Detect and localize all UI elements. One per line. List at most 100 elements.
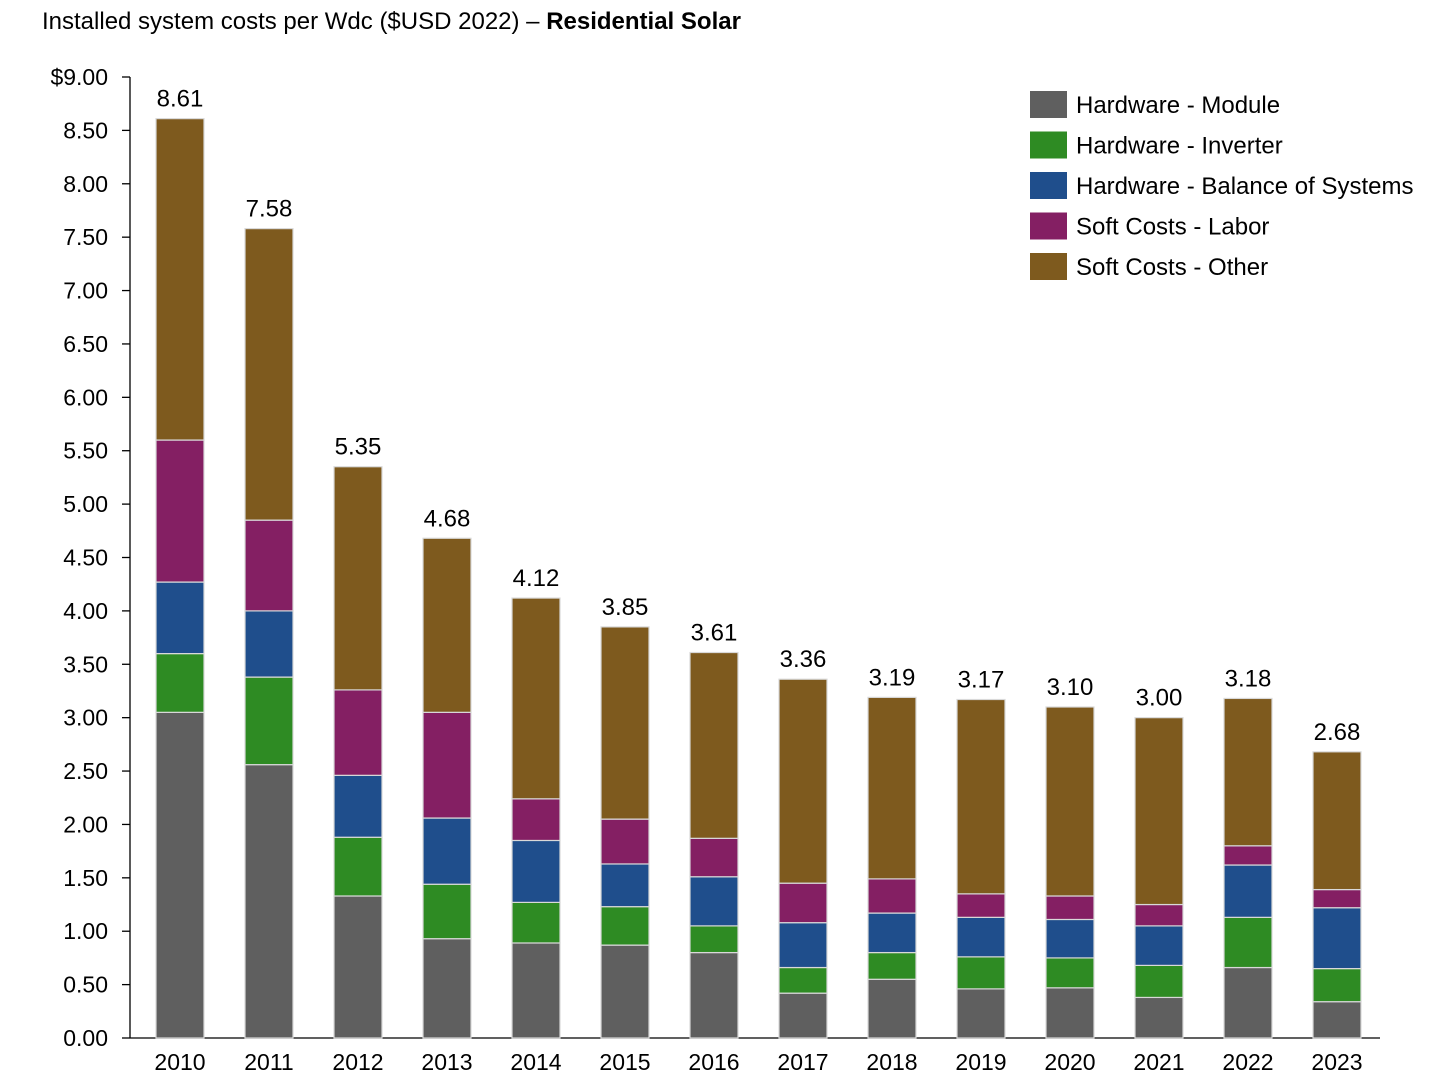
y-tick-label: 7.50 [63,224,108,250]
bar-segment-hardware-module [1045,987,1095,1039]
total-label: 3.19 [869,664,916,691]
chart-title-bold: Residential Solar [546,8,741,35]
bar-segment-soft-costs-labor [956,893,1006,918]
legend-swatch [1030,253,1067,280]
total-labels: 8.61 7.58 5.35 4.68 4.12 3.85 3.61 3.36 3.19 3.17… [157,86,1361,746]
x-tick-label: 2022 [1222,1049,1273,1075]
total-label: 3.10 [1047,674,1094,701]
x-tick-label: 2020 [1044,1049,1095,1075]
legend-label: Hardware - Balance of Systems [1076,173,1413,200]
bar-segment-hardware-balance-of-systems [333,774,383,838]
bar-segment-hardware-module [1312,1001,1362,1039]
bar-segment-hardware-module [956,988,1006,1039]
total-label: 3.00 [1136,685,1183,712]
y-tick-label: 4.00 [63,598,108,624]
x-tick-label: 2014 [510,1049,561,1075]
bar-segment-hardware-balance-of-systems [600,863,650,908]
y-tick-label: 7.00 [63,278,108,304]
x-tick-label: 2015 [599,1049,650,1075]
bar-segment-soft-costs-labor [1045,895,1095,921]
bar-stack-2023 [1312,751,1362,1039]
bar-segment-hardware-inverter [1223,916,1273,969]
chart-title-prefix: Installed system costs per Wdc ($USD 202… [42,8,547,35]
legend-item: Hardware - Inverter [1030,131,1283,160]
x-axis: 2010 2011 2012 2013 2014 2015 2016 2017 2018 2019… [130,1037,1380,1075]
bar-segment-soft-costs-other [1223,697,1273,847]
y-tick-label: $9.00 [50,64,108,90]
bar-segment-hardware-inverter [511,901,561,944]
total-label: 2.68 [1314,719,1361,746]
total-label: 3.18 [1225,665,1272,692]
bar-segment-hardware-module [244,764,294,1039]
legend-swatch [1030,131,1067,159]
bar-segment-hardware-module [1223,966,1273,1039]
bar-stack-2010 [155,118,205,1039]
total-label: 3.61 [691,620,738,647]
bar-stack-2011 [244,228,294,1039]
total-label: 8.61 [157,86,204,113]
bar-segment-hardware-module [1134,996,1184,1039]
bar-segment-soft-costs-other [333,466,383,691]
x-tick-label: 2018 [866,1049,917,1075]
y-tick-label: 0.00 [63,1025,108,1051]
total-label: 7.58 [246,196,293,223]
y-tick-label: 5.00 [63,491,108,517]
bar-segment-hardware-inverter [333,836,383,897]
bar-stack-2021 [1134,717,1184,1039]
bar-segment-hardware-module [155,711,205,1039]
bar-stack-2020 [1045,706,1095,1039]
bar-segment-hardware-inverter [956,956,1006,990]
y-tick-label: 0.50 [63,972,108,998]
bar-stack-2015 [600,626,650,1039]
bar-segment-hardware-balance-of-systems [778,922,828,969]
bar-segment-soft-costs-other [1045,706,1095,897]
legend-item: Soft Costs - Labor [1030,212,1269,241]
x-tick-label: 2023 [1311,1049,1362,1075]
y-tick-label: 1.00 [63,918,108,944]
bar-segment-soft-costs-labor [689,837,739,878]
bar-segment-hardware-inverter [1312,967,1362,1003]
total-label: 3.36 [780,646,827,673]
y-tick-label: 8.50 [63,117,108,143]
legend-label: Hardware - Inverter [1076,133,1283,160]
bar-segment-soft-costs-labor [333,689,383,776]
bar-segment-soft-costs-labor [155,439,205,583]
bar-segment-hardware-balance-of-systems [511,839,561,903]
y-tick-label: 2.50 [63,758,108,784]
bar-segment-hardware-inverter [1045,957,1095,989]
bar-segment-hardware-module [333,895,383,1039]
bar-segment-hardware-balance-of-systems [244,610,294,678]
bar-segment-soft-costs-other [600,626,650,820]
bar-segment-hardware-balance-of-systems [1045,918,1095,959]
total-label: 5.35 [335,434,382,461]
bar-segment-hardware-module [689,951,739,1039]
legend-item: Hardware - Module [1030,91,1280,119]
bar-segment-hardware-module [422,938,472,1039]
bar-segment-soft-costs-labor [422,711,472,819]
legend-swatch [1030,91,1067,118]
bar-segment-hardware-balance-of-systems [689,876,739,927]
y-tick-label: 1.50 [63,865,108,891]
y-tick-label: 2.00 [63,811,108,837]
total-label: 4.12 [513,565,560,592]
bar-segment-soft-costs-other [511,597,561,800]
bar-segment-hardware-balance-of-systems [867,912,917,954]
bar-segment-soft-costs-labor [1223,845,1273,866]
bar-stack-2019 [956,698,1006,1039]
y-tick-label: 6.50 [63,331,108,357]
bar-segment-hardware-balance-of-systems [422,817,472,885]
y-tick-label: 4.50 [63,545,108,571]
legend-swatch [1030,212,1067,240]
legend-item: Soft Costs - Other [1030,253,1268,281]
bar-segment-soft-costs-other [1312,751,1362,891]
bar-segment-hardware-balance-of-systems [1223,864,1273,918]
bar-segment-soft-costs-other [244,228,294,521]
total-label: 3.17 [958,667,1005,694]
bar-stack-2016 [689,651,739,1039]
bar-segment-soft-costs-other [867,696,917,880]
bar-stack-2012 [333,466,383,1039]
total-label: 4.68 [424,505,471,532]
bar-segment-soft-costs-other [422,537,472,713]
bar-segment-soft-costs-labor [600,818,650,865]
